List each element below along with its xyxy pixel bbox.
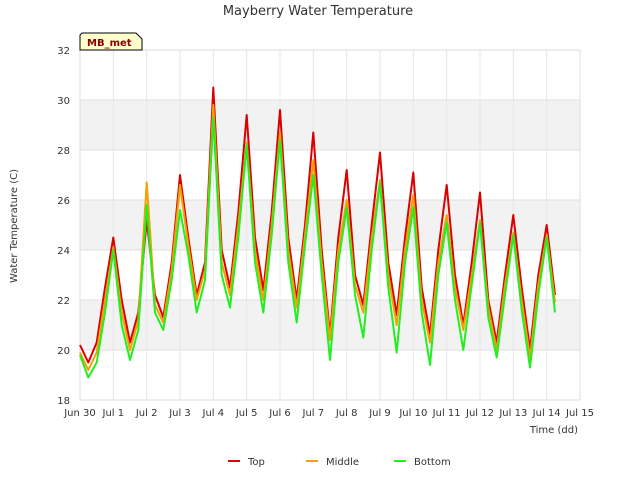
legend: Top Middle Bottom [228,457,451,468]
x-tick-label: Jul 8 [335,408,358,419]
y-axis-title: Water Temperature (C) [9,169,20,283]
chart-title: Mayberry Water Temperature [223,4,413,19]
x-tick-label: Jul 5 [235,408,258,419]
y-tick-label: 28 [57,146,70,157]
x-tick-label: Jul 9 [368,408,391,419]
x-tick-label: Jul 12 [465,408,494,419]
x-axis-title: Time (dd) [529,425,578,436]
y-tick-label: 26 [57,196,70,207]
x-tick-label: Jul 4 [202,408,225,419]
series-line-bottom [79,116,556,379]
x-tick-label: Jul 13 [498,408,527,419]
x-tick-label: Jul 10 [398,408,427,419]
x-axis-ticks: Jun 30 Jul 1 Jul 2 Jul 3 Jul 4 Jul 5 Jul 6 Jul … [63,408,594,419]
site-tag-label: MB_met [87,38,132,49]
legend-label-middle: Middle [326,457,359,468]
y-axis-ticks: 18 20 22 24 26 28 30 32 [57,46,70,407]
grid-band [80,100,580,150]
site-tag: MB_met [79,32,143,51]
y-tick-label: 32 [57,46,70,57]
y-tick-label: 20 [57,346,70,357]
y-tick-label: 30 [57,96,70,107]
legend-label-bottom: Bottom [414,457,451,468]
y-tick-label: 18 [57,396,70,407]
x-tick-label: Jul 15 [565,408,594,419]
x-tick-label: Jul 6 [268,408,291,419]
x-tick-label: Jul 14 [532,408,561,419]
x-tick-label: Jul 11 [432,408,461,419]
plot-frame [79,49,581,401]
plot-area [79,49,581,401]
x-tick-label: Jul 3 [168,408,191,419]
x-tick-label: Jul 2 [135,408,158,419]
series-line-top [79,86,556,364]
site-tag-box [79,32,143,51]
legend-label-top: Top [247,457,265,468]
series-lines [79,86,556,379]
y-tick-label: 22 [57,296,70,307]
grid-band [80,200,580,250]
x-tick-label: Jun 30 [63,408,96,419]
x-tick-label: Jul 7 [302,408,325,419]
y-tick-label: 24 [57,246,70,257]
x-tick-label: Jul 1 [102,408,125,419]
